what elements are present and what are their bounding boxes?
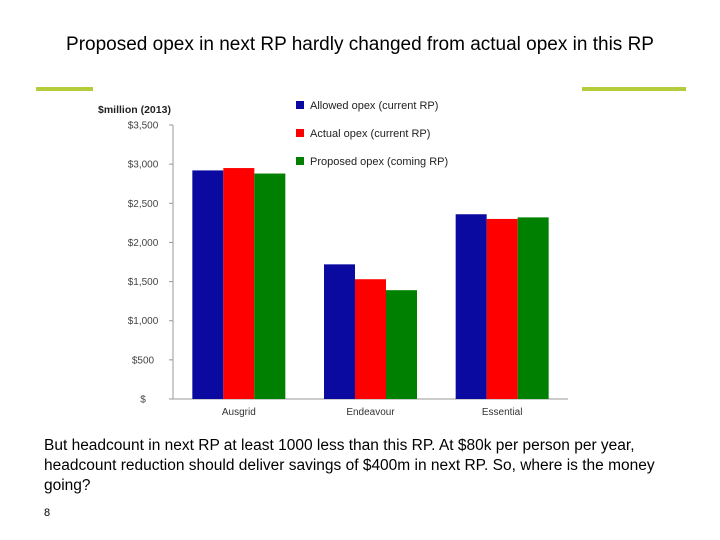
legend-label-proposed: Proposed opex (coming RP): [310, 156, 448, 168]
bar-proposed-essential: [517, 217, 549, 399]
bar-allowed-essential: [455, 214, 487, 399]
opex-chart: $million (2013) $ $500 $1,000 $1,500 $2,000 $2…: [93, 91, 582, 423]
x-tick-label: Essential: [482, 407, 523, 418]
legend-label-allowed: Allowed opex (current RP): [310, 100, 438, 112]
chart-svg: $million (2013) $ $500 $1,000 $1,500 $2,000 $2…: [98, 100, 568, 418]
y-tick-label: $3,000: [128, 160, 159, 171]
legend-swatch-proposed: [296, 157, 304, 165]
y-tick-label: $: [140, 395, 146, 406]
bar-allowed-endeavour: [324, 264, 355, 399]
x-tick-label: Endeavour: [346, 407, 395, 418]
y-tick-label: $1,500: [128, 277, 159, 288]
bar-proposed-ausgrid: [254, 173, 286, 399]
bar-allowed-ausgrid: [192, 170, 224, 399]
y-tick-label: $2,500: [128, 199, 159, 210]
y-tick-label: $500: [132, 355, 155, 366]
y-axis-label: $million (2013): [98, 104, 171, 116]
bar-actual-endeavour: [355, 279, 386, 399]
y-tick-label: $2,000: [128, 238, 159, 249]
title-divider-gap: [93, 87, 582, 91]
legend-swatch-allowed: [296, 101, 304, 109]
legend-label-actual: Actual opex (current RP): [310, 128, 430, 140]
bar-actual-ausgrid: [223, 168, 255, 399]
bar-proposed-endeavour: [386, 290, 417, 399]
slide-title: Proposed opex in next RP hardly changed …: [66, 34, 654, 55]
y-tick-label: $1,000: [128, 316, 159, 327]
x-tick-label: Ausgrid: [222, 407, 256, 418]
body-text: But headcount in next RP at least 1000 l…: [44, 437, 655, 494]
bar-actual-essential: [486, 218, 518, 399]
y-tick-label: $3,500: [128, 121, 159, 132]
page-number: 8: [44, 507, 51, 519]
legend-swatch-actual: [296, 129, 304, 137]
